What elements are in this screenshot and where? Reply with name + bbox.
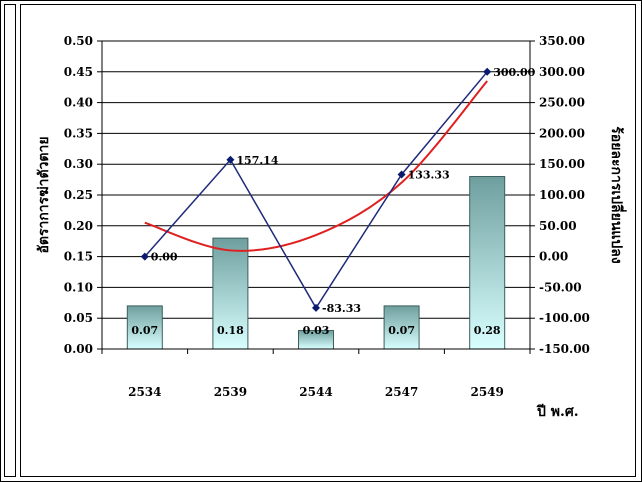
bar-series xyxy=(126,176,506,350)
line-series xyxy=(140,67,492,312)
trend-curve xyxy=(144,80,488,252)
point-value-label: 157.14 xyxy=(236,154,278,167)
y-right-tick-label: -150.00 xyxy=(539,342,590,356)
y-left-tick-label: 0.15 xyxy=(64,250,93,264)
y-right-tick-label: 50.00 xyxy=(539,219,577,233)
y-right-tick-label: 150.00 xyxy=(539,157,585,171)
y-left-tick-label: 0.50 xyxy=(64,34,93,48)
x-tick-label: 2544 xyxy=(299,385,332,399)
y-right-tick-label: -100.00 xyxy=(539,311,590,325)
bar-value-label: 0.07 xyxy=(131,324,158,337)
bar-value-label: 0.07 xyxy=(388,324,415,337)
diamond-marker xyxy=(483,67,492,76)
y-right-tick-label: 200.00 xyxy=(539,126,585,140)
bar-value-label: 0.28 xyxy=(474,324,501,337)
bar-value-label: 0.18 xyxy=(217,324,244,337)
point-value-label: -83.33 xyxy=(322,302,361,315)
y-left-tick-label: 0.00 xyxy=(64,342,93,356)
bar xyxy=(383,305,420,350)
bar xyxy=(469,176,506,350)
bar-value-label: 0.03 xyxy=(303,324,330,337)
point-value-label: 133.33 xyxy=(408,168,450,181)
y-right-tick-label: 0.00 xyxy=(539,250,568,264)
gridlines xyxy=(102,40,530,350)
bar xyxy=(212,237,249,350)
y-left-axis-title: อัตราการฆ่าตัวตาย xyxy=(36,136,52,253)
y-right-tick-label: -50.00 xyxy=(539,280,582,294)
point-value-label: 0.00 xyxy=(151,251,178,264)
y-right-axis-title: ร้อยละการเปลี่ยนแปลง xyxy=(608,126,627,264)
y-left-tick-label: 0.05 xyxy=(64,311,93,325)
y-left-tick-label: 0.20 xyxy=(64,219,93,233)
y-left-tick-label: 0.40 xyxy=(64,96,93,110)
chart-area xyxy=(20,4,636,477)
change-line xyxy=(144,71,488,310)
diamond-marker xyxy=(312,303,320,312)
y-right-tick-label: 300.00 xyxy=(539,65,585,79)
y-left-tick-label: 0.25 xyxy=(64,188,93,202)
y-right-tick-label: 350.00 xyxy=(539,34,585,48)
x-tick-label: 2534 xyxy=(128,385,161,399)
point-value-label: 300.00 xyxy=(493,66,535,79)
diamond-marker xyxy=(226,155,235,164)
left-strip xyxy=(4,4,16,477)
axes xyxy=(97,40,535,354)
bar xyxy=(126,305,163,350)
y-right-tick-label: 250.00 xyxy=(539,96,585,110)
y-left-tick-label: 0.45 xyxy=(64,65,93,79)
y-right-tick-label: 100.00 xyxy=(539,188,585,202)
y-left-tick-label: 0.30 xyxy=(64,157,93,171)
diamond-marker xyxy=(140,252,149,261)
x-axis-title: ปี พ.ศ. xyxy=(536,404,579,420)
y-left-tick-label: 0.35 xyxy=(64,126,93,140)
labels: 0.00 0.05 0.10 0.15 0.20 0.25 0.30 0.35 0.40 0.45… xyxy=(64,34,590,399)
y-left-tick-label: 0.10 xyxy=(64,280,93,294)
diamond-marker xyxy=(397,170,406,179)
x-tick-label: 2539 xyxy=(214,385,247,399)
x-tick-label: 2547 xyxy=(385,385,418,399)
x-tick-label: 2549 xyxy=(470,385,503,399)
